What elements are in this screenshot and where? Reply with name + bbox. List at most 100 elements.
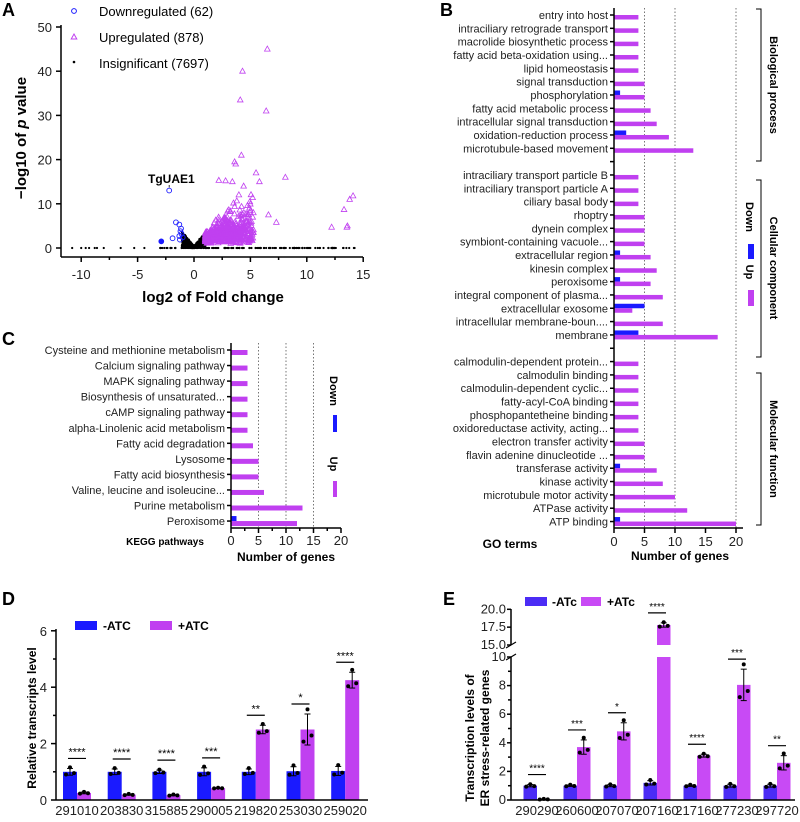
- upregulated-point: [340, 205, 348, 212]
- upregulated-point: [240, 208, 248, 216]
- replicate-point: [612, 784, 617, 789]
- bar-up: [614, 94, 645, 100]
- upregulated-point: [215, 176, 223, 183]
- replicate-point: [532, 784, 537, 789]
- upregulated-point: [246, 197, 254, 205]
- upregulated-point: [223, 227, 231, 234]
- y-axis-label-part: −log10 of: [13, 129, 30, 199]
- x-tick-label: 10: [300, 267, 314, 282]
- bar-up: [231, 396, 248, 402]
- x-tick-label: 207160: [635, 803, 678, 818]
- category-label: Fatty acid biosynthesis: [114, 469, 226, 481]
- category-label: ATP binding: [549, 517, 608, 529]
- insignificant-point: [194, 246, 198, 249]
- upregulated-point: [228, 228, 236, 235]
- bar-plus: [77, 792, 91, 800]
- x-tick-label: 5: [247, 267, 254, 282]
- replicate-point: [64, 772, 68, 777]
- y-tick-label: 0: [499, 792, 506, 807]
- replicate-point: [741, 662, 746, 667]
- bar-up: [231, 350, 248, 355]
- bar-up: [614, 268, 657, 273]
- category-label: extracellular exosome: [501, 303, 608, 315]
- significance-label: ****: [649, 602, 665, 613]
- bar-minus: [683, 785, 697, 800]
- replicate-point: [122, 793, 127, 798]
- bar-minus: [523, 785, 537, 800]
- replicate-point: [260, 722, 265, 727]
- legend-swatch-down: [748, 244, 754, 259]
- upregulated-point: [243, 201, 251, 208]
- upregulated-point: [252, 169, 260, 176]
- insignificant-point: [301, 246, 304, 250]
- upregulated-point: [212, 216, 220, 223]
- replicate-point: [528, 782, 533, 787]
- x-tick-label: 5: [641, 534, 648, 549]
- upregulated-point: [226, 216, 234, 223]
- upregulated-point: [246, 206, 254, 214]
- bar-up: [614, 15, 639, 20]
- panel-letter-C: C: [2, 329, 15, 349]
- replicate-point: [732, 784, 737, 789]
- upregulated-point: [203, 233, 211, 240]
- insignificant-point: [348, 246, 351, 250]
- upregulated-point: [223, 230, 231, 237]
- bar-minus: [763, 785, 777, 800]
- replicate-point: [564, 784, 569, 789]
- replicate-point: [581, 735, 586, 740]
- y-tick-label: 4: [40, 680, 47, 695]
- y-tick-label: 0: [45, 241, 52, 256]
- bar-up: [231, 365, 248, 371]
- downregulated-point: [176, 233, 183, 239]
- replicate-point: [86, 791, 90, 796]
- legend-label: Upregulated (878): [99, 30, 204, 45]
- bar-down: [614, 330, 639, 335]
- replicate-point: [82, 789, 86, 794]
- bar-up: [614, 294, 663, 300]
- insignificant-point: [133, 246, 136, 250]
- insignificant-point: [280, 246, 283, 250]
- significance-label: ***: [731, 648, 743, 659]
- legend-label-minus: -ATc: [552, 595, 577, 609]
- x-tick-label: 10: [279, 533, 293, 548]
- x-tick-label: 15: [356, 267, 370, 282]
- upregulated-point: [240, 182, 248, 189]
- insignificant-point: [316, 246, 319, 250]
- upregulated-point: [246, 204, 254, 211]
- bar-up: [614, 388, 639, 393]
- category-label: peroxisome: [551, 277, 608, 289]
- bar-up: [231, 474, 259, 480]
- bar-up: [614, 361, 639, 367]
- category-label: intracellular signal transduction: [457, 117, 608, 129]
- upregulated-point: [241, 221, 249, 228]
- category-label: intracellular membrane-boun....: [456, 317, 608, 329]
- bar-up: [614, 241, 645, 247]
- legend-swatch-plus: [150, 621, 172, 630]
- category-label: intraciliary transport particle B: [463, 170, 608, 182]
- insignificant-point: [119, 246, 122, 250]
- category-label: phosphopantetheine binding: [470, 410, 608, 422]
- insignificant-point: [256, 246, 259, 250]
- bar-up: [614, 28, 639, 33]
- bar-down: [614, 250, 621, 255]
- legend-label: Insignificant (7697): [99, 56, 209, 71]
- legend-label: Downregulated (62): [99, 4, 213, 19]
- bar-up: [614, 454, 645, 460]
- x-tick-label: 203830: [100, 803, 143, 818]
- y-tick-label: 4: [499, 735, 506, 750]
- category-label: MAPK signaling pathway: [103, 376, 225, 388]
- category-label: symbiont-containing vacuole...: [460, 237, 608, 249]
- bar-plus: [617, 731, 631, 800]
- downregulated-point: [158, 238, 165, 245]
- annotation-label: TgUAE1: [148, 172, 195, 186]
- insignificant-point: [187, 244, 190, 247]
- insignificant-point: [71, 246, 74, 250]
- replicate-point: [648, 778, 653, 783]
- insignificant-point: [198, 240, 202, 244]
- bar-plus: [211, 788, 226, 800]
- qpcr-bar-chart-e: 290290 **** 260600 *** 207070 * 207160 **** 2171…: [463, 595, 799, 818]
- bar-down: [614, 130, 627, 135]
- replicate-point: [198, 772, 203, 777]
- replicate-point: [688, 782, 693, 787]
- upregulated-point: [228, 177, 236, 185]
